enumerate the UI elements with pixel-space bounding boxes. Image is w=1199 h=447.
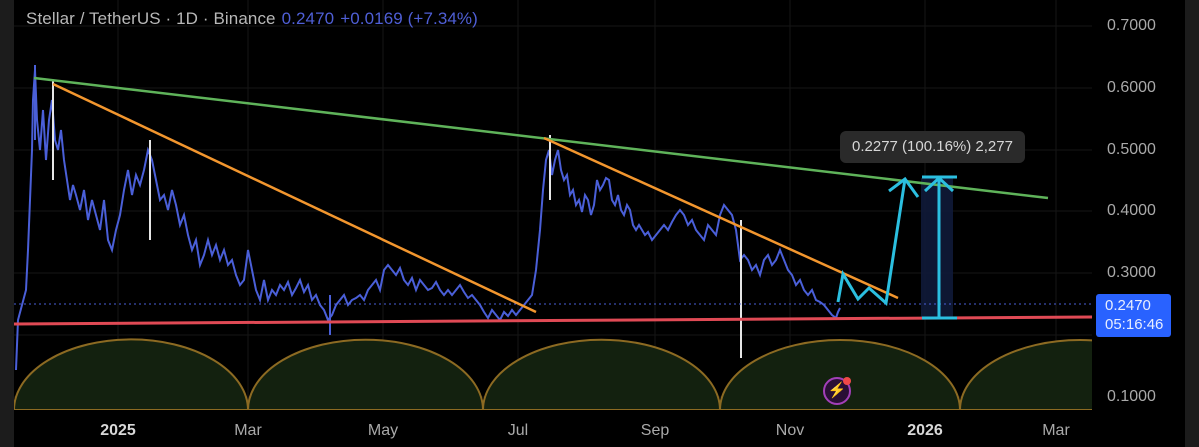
y-tick: 0.3000 <box>1107 264 1156 281</box>
y-tick: 0.1000 <box>1107 388 1156 405</box>
x-tick: 2026 <box>907 422 943 439</box>
x-tick: Mar <box>1042 422 1070 439</box>
chart-canvas[interactable] <box>14 0 1092 410</box>
current-price-tag: 0.2470 05:16:46 <box>1096 294 1171 337</box>
candles <box>15 65 841 371</box>
y-tick: 0.6000 <box>1107 79 1156 96</box>
resistance-trendline <box>33 76 1049 200</box>
left-edge <box>0 0 14 447</box>
x-tick: 2025 <box>100 422 136 439</box>
y-tick: 0.5000 <box>1107 141 1156 158</box>
last-price: 0.2470 <box>281 9 335 28</box>
x-tick: Mar <box>234 422 262 439</box>
x-tick: Jul <box>507 422 529 439</box>
symbol-title: Stellar / TetherUS · 1D · Binance <box>26 9 276 28</box>
price-change: +0.0169 (+7.34%) <box>340 9 478 28</box>
x-tick: Sep <box>640 422 670 439</box>
y-tick: 0.7000 <box>1107 17 1156 34</box>
price-tag-countdown: 05:16:46 <box>1105 316 1164 333</box>
downtrend-line-1 <box>52 82 537 314</box>
notification-dot <box>843 377 851 385</box>
price-chart[interactable] <box>14 0 1092 410</box>
symbol-header: Stellar / TetherUS · 1D · Binance 0.2470 +… <box>26 9 478 29</box>
lightning-icon[interactable]: ⚡ <box>823 377 851 405</box>
measure-box <box>921 178 953 318</box>
cycle-arcs <box>14 338 1092 410</box>
projection-path <box>836 178 907 306</box>
downtrend-line-2 <box>543 136 899 300</box>
projection-arrowhead <box>888 176 920 198</box>
right-edge <box>1185 0 1199 447</box>
measure-tooltip: 0.2277 (100.16%) 2,277 <box>840 131 1025 163</box>
x-tick: Nov <box>775 422 805 439</box>
y-tick: 0.4000 <box>1107 202 1156 219</box>
support-line <box>14 315 1092 326</box>
x-tick: May <box>367 422 399 439</box>
price-tag-value: 0.2470 <box>1105 297 1151 314</box>
